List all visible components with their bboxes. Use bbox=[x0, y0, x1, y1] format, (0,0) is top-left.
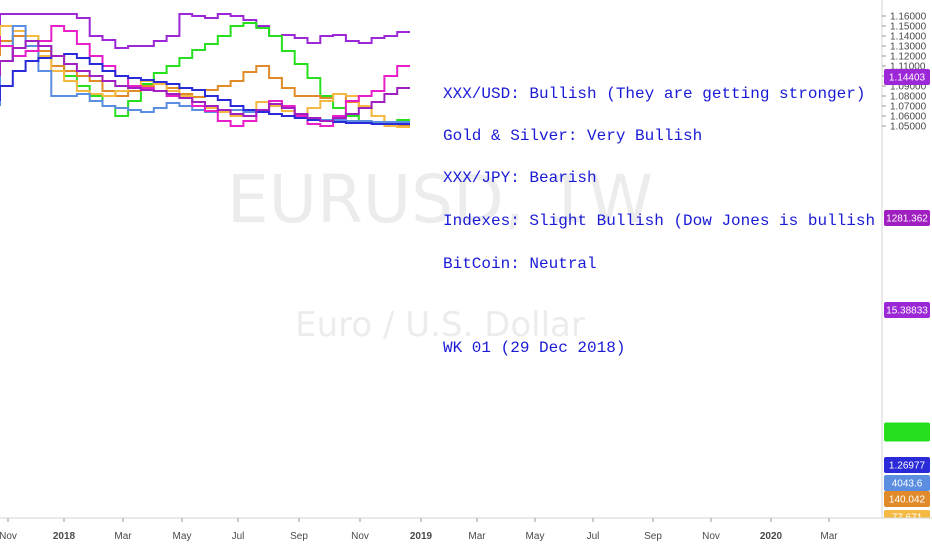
annotation-xxxusd: XXX/USD: Bullish (They are getting stron… bbox=[443, 85, 865, 103]
price-tick-label: 1.08000 bbox=[890, 92, 927, 103]
price-badge-label: 1.26977 bbox=[889, 461, 926, 472]
price-badge: 140.042 bbox=[884, 491, 930, 507]
price-badge: 4043.6 bbox=[884, 475, 930, 491]
time-tick-label: May bbox=[173, 531, 192, 542]
price-badge: 1281.362 bbox=[884, 210, 930, 226]
time-tick-label: Sep bbox=[290, 531, 308, 542]
price-badge: 1.14403 bbox=[884, 69, 930, 85]
price-axis[interactable]: 1.160001.150001.140001.130001.120001.110… bbox=[881, 0, 932, 524]
price-tick-label: 1.09000 bbox=[890, 82, 927, 93]
annotation-xxxjpy: XXX/JPY: Bearish bbox=[443, 169, 597, 187]
time-tick-label: Jul bbox=[232, 531, 245, 542]
time-tick-label: 2019 bbox=[410, 531, 433, 542]
series-line bbox=[0, 13, 410, 49]
price-tick-label: 1.06000 bbox=[890, 112, 927, 123]
price-badge-background bbox=[884, 475, 930, 491]
time-tick-label: Mar bbox=[114, 531, 132, 542]
price-badge bbox=[884, 422, 930, 442]
watermark-description: Euro / U.S. Dollar bbox=[295, 305, 585, 345]
price-badge-label: 140.042 bbox=[889, 495, 926, 506]
time-tick-label: Nov bbox=[0, 531, 17, 542]
price-tick-label: 1.07000 bbox=[890, 102, 927, 113]
price-tick-label: 1.14000 bbox=[890, 32, 927, 43]
price-badge-background bbox=[884, 457, 930, 473]
price-badge-label: 1.14403 bbox=[889, 73, 926, 84]
annotation-notes: XXX/USD: Bullish (They are getting stron… bbox=[443, 85, 932, 357]
annotation-bitcoin: BitCoin: Neutral bbox=[443, 255, 597, 273]
price-badge: 15.38833 bbox=[884, 302, 930, 318]
watermark-symbol: EURUSD, 1W bbox=[227, 161, 653, 238]
price-badge-label: 1281.362 bbox=[886, 214, 928, 225]
time-tick-label: 2018 bbox=[53, 531, 76, 542]
time-tick-label: Nov bbox=[702, 531, 720, 542]
price-badge-background bbox=[884, 302, 930, 318]
time-tick-label: Sep bbox=[644, 531, 662, 542]
time-tick-label: May bbox=[526, 531, 545, 542]
series-line bbox=[0, 22, 410, 124]
symbol-watermark: EURUSD, 1W Euro / U.S. Dollar bbox=[227, 161, 653, 345]
price-badge: 1.26977 bbox=[884, 457, 930, 473]
time-axis-ticks: Nov 2018 Mar May Jul Sep Nov 2019 Mar May Jul Sep No… bbox=[0, 518, 838, 542]
price-badge-background bbox=[884, 491, 930, 507]
price-badge-background bbox=[884, 422, 930, 442]
time-tick-label: Mar bbox=[468, 531, 486, 542]
annotation-indexes: Indexes: Slight Bullish (Dow Jones is bu… bbox=[443, 212, 932, 230]
time-tick-label: 2020 bbox=[760, 531, 783, 542]
time-tick-label: Jul bbox=[587, 531, 600, 542]
price-badge-background bbox=[884, 210, 930, 226]
time-axis[interactable]: Nov 2018 Mar May Jul Sep Nov 2019 Mar May Jul Sep No… bbox=[0, 517, 932, 550]
series-layer bbox=[0, 13, 410, 128]
price-tick-label: 1.16000 bbox=[890, 12, 927, 23]
time-tick-label: Nov bbox=[351, 531, 369, 542]
time-tick-label: Mar bbox=[820, 531, 838, 542]
price-tick-label: 1.12000 bbox=[890, 52, 927, 63]
price-tick-label: 1.13000 bbox=[890, 42, 927, 53]
price-badge-background bbox=[884, 69, 930, 85]
annotation-week: WK 01 (29 Dec 2018) bbox=[443, 339, 625, 357]
price-tick-label: 1.11000 bbox=[890, 62, 926, 73]
series-line bbox=[0, 40, 410, 122]
price-badge-label: 4043.6 bbox=[892, 479, 923, 490]
price-tick-label: 1.15000 bbox=[890, 22, 927, 33]
price-tick-label: 1.05000 bbox=[890, 122, 927, 133]
time-axis-background bbox=[0, 518, 932, 550]
annotation-gold-silver: Gold & Silver: Very Bullish bbox=[443, 127, 702, 145]
price-badge-label: 15.38833 bbox=[886, 306, 928, 317]
